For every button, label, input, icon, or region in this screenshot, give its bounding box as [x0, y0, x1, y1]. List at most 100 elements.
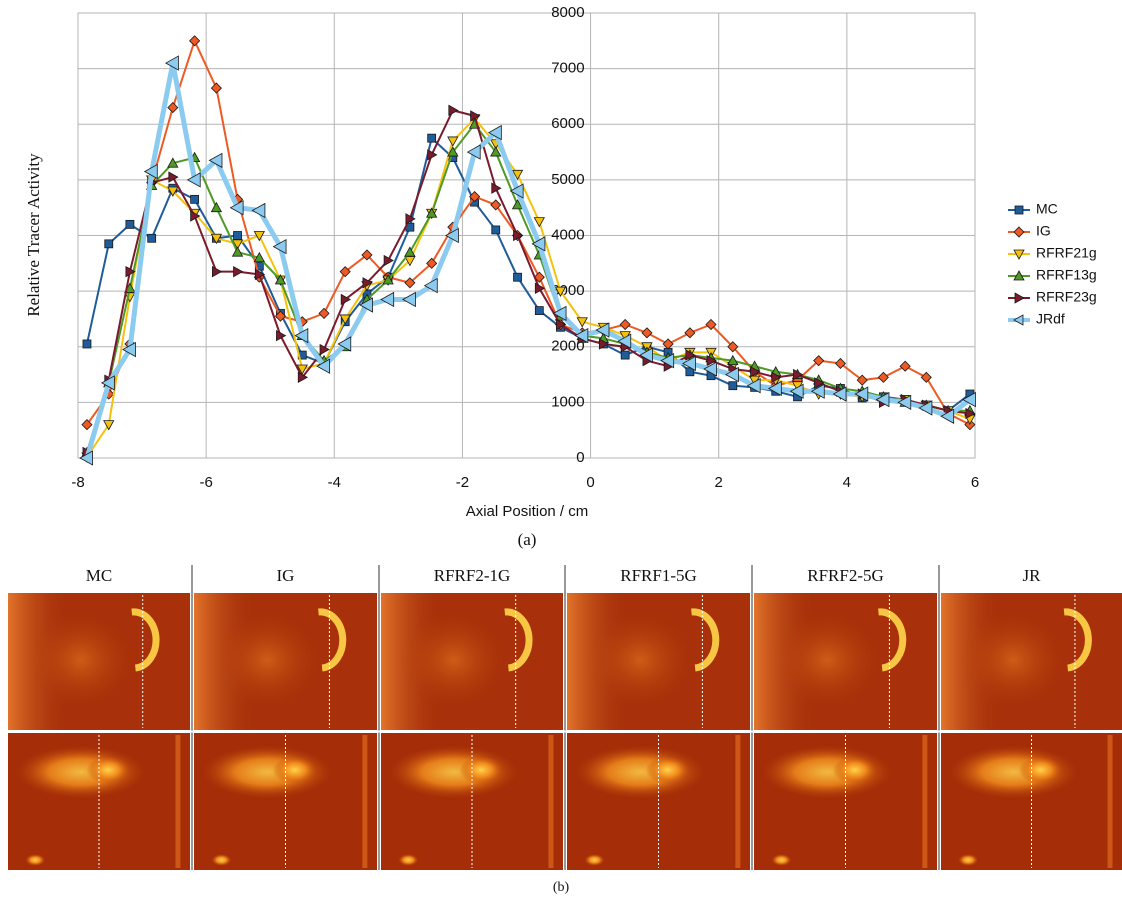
marker	[793, 368, 804, 381]
marker	[619, 318, 631, 331]
image-edge	[1107, 735, 1113, 868]
panel-label: MC	[86, 566, 112, 585]
marker	[750, 366, 761, 378]
image-blob	[645, 756, 690, 784]
image-blob	[398, 854, 419, 866]
x-tick-label: -4	[328, 474, 341, 491]
legend-marker	[1013, 226, 1025, 238]
marker	[899, 360, 911, 372]
image-blob	[958, 854, 979, 866]
image-ring	[878, 608, 907, 672]
panel-label: RFRF1-5G	[620, 566, 697, 585]
marker	[316, 358, 331, 374]
marker	[296, 364, 308, 375]
image-blob	[399, 610, 509, 710]
panel-label: RFRF2-1G	[434, 566, 511, 585]
series-line	[85, 137, 971, 412]
image-ring	[691, 608, 720, 672]
image-edge	[362, 735, 368, 868]
marker	[705, 318, 717, 331]
marker	[361, 249, 373, 261]
y-tick-label: 6000	[551, 115, 584, 132]
marker	[534, 282, 546, 295]
marker	[319, 343, 330, 356]
x-tick-label: -8	[71, 474, 84, 491]
marker	[254, 268, 266, 281]
legend-marker	[1013, 270, 1025, 281]
caption: (a)	[518, 530, 537, 549]
x-tick-label: 6	[971, 474, 979, 491]
marker	[662, 338, 674, 350]
marker	[318, 307, 330, 319]
marker	[531, 236, 546, 252]
legend-label: RFRF13g	[1036, 267, 1097, 283]
marker	[253, 231, 266, 242]
marker	[253, 251, 266, 263]
marker	[511, 169, 524, 181]
legend-label: MC	[1036, 201, 1058, 217]
marker	[404, 277, 416, 289]
marker	[423, 277, 438, 294]
y-tick-label: 1000	[551, 393, 584, 410]
marker	[940, 408, 955, 424]
marker	[877, 371, 889, 383]
marker	[168, 171, 179, 183]
marker	[706, 354, 717, 367]
marker	[682, 355, 696, 372]
marker	[380, 291, 395, 308]
marker	[251, 202, 266, 219]
marker	[598, 338, 610, 350]
marker	[210, 82, 222, 94]
marker	[167, 101, 179, 114]
y-axis-label: Relative Tracer Activity	[24, 153, 43, 317]
series-line	[86, 39, 971, 426]
marker	[684, 327, 696, 339]
marker	[834, 357, 847, 370]
marker	[165, 55, 179, 71]
marker	[426, 257, 438, 269]
marker	[233, 231, 242, 240]
marker	[875, 391, 890, 408]
marker	[469, 190, 481, 203]
caption: (b)	[553, 880, 570, 895]
panel-label: IG	[277, 566, 295, 585]
image-ring	[131, 608, 160, 672]
marker	[685, 349, 696, 361]
marker	[511, 199, 524, 210]
y-tick-label: 2000	[551, 338, 584, 355]
x-tick-label: 2	[715, 474, 723, 491]
legend-label: RFRF23g	[1036, 289, 1097, 305]
marker	[362, 277, 373, 289]
x-axis-label: Axial Position / cm	[466, 503, 589, 520]
marker	[552, 305, 567, 322]
marker	[210, 201, 223, 213]
image-ring	[504, 608, 533, 672]
marker	[167, 186, 179, 197]
image-edge	[548, 735, 554, 868]
marker	[918, 400, 933, 416]
marker	[122, 341, 136, 358]
marker	[229, 200, 244, 216]
y-tick-label: 7000	[551, 60, 584, 77]
marker	[617, 333, 632, 349]
marker	[147, 233, 157, 243]
marker	[339, 314, 351, 325]
legend-marker	[1014, 205, 1024, 215]
legend-marker	[1013, 314, 1024, 326]
series-line	[86, 123, 970, 453]
marker	[554, 286, 567, 297]
x-tick-label: -6	[199, 474, 212, 491]
marker	[965, 407, 976, 420]
marker	[513, 272, 522, 282]
marker	[727, 354, 739, 366]
marker	[125, 265, 136, 278]
marker	[491, 182, 502, 194]
marker	[574, 327, 589, 344]
marker	[660, 352, 675, 369]
marker	[402, 291, 416, 308]
marker	[233, 265, 244, 278]
marker	[231, 246, 244, 257]
marker	[189, 35, 201, 47]
image-ring	[1063, 608, 1092, 672]
